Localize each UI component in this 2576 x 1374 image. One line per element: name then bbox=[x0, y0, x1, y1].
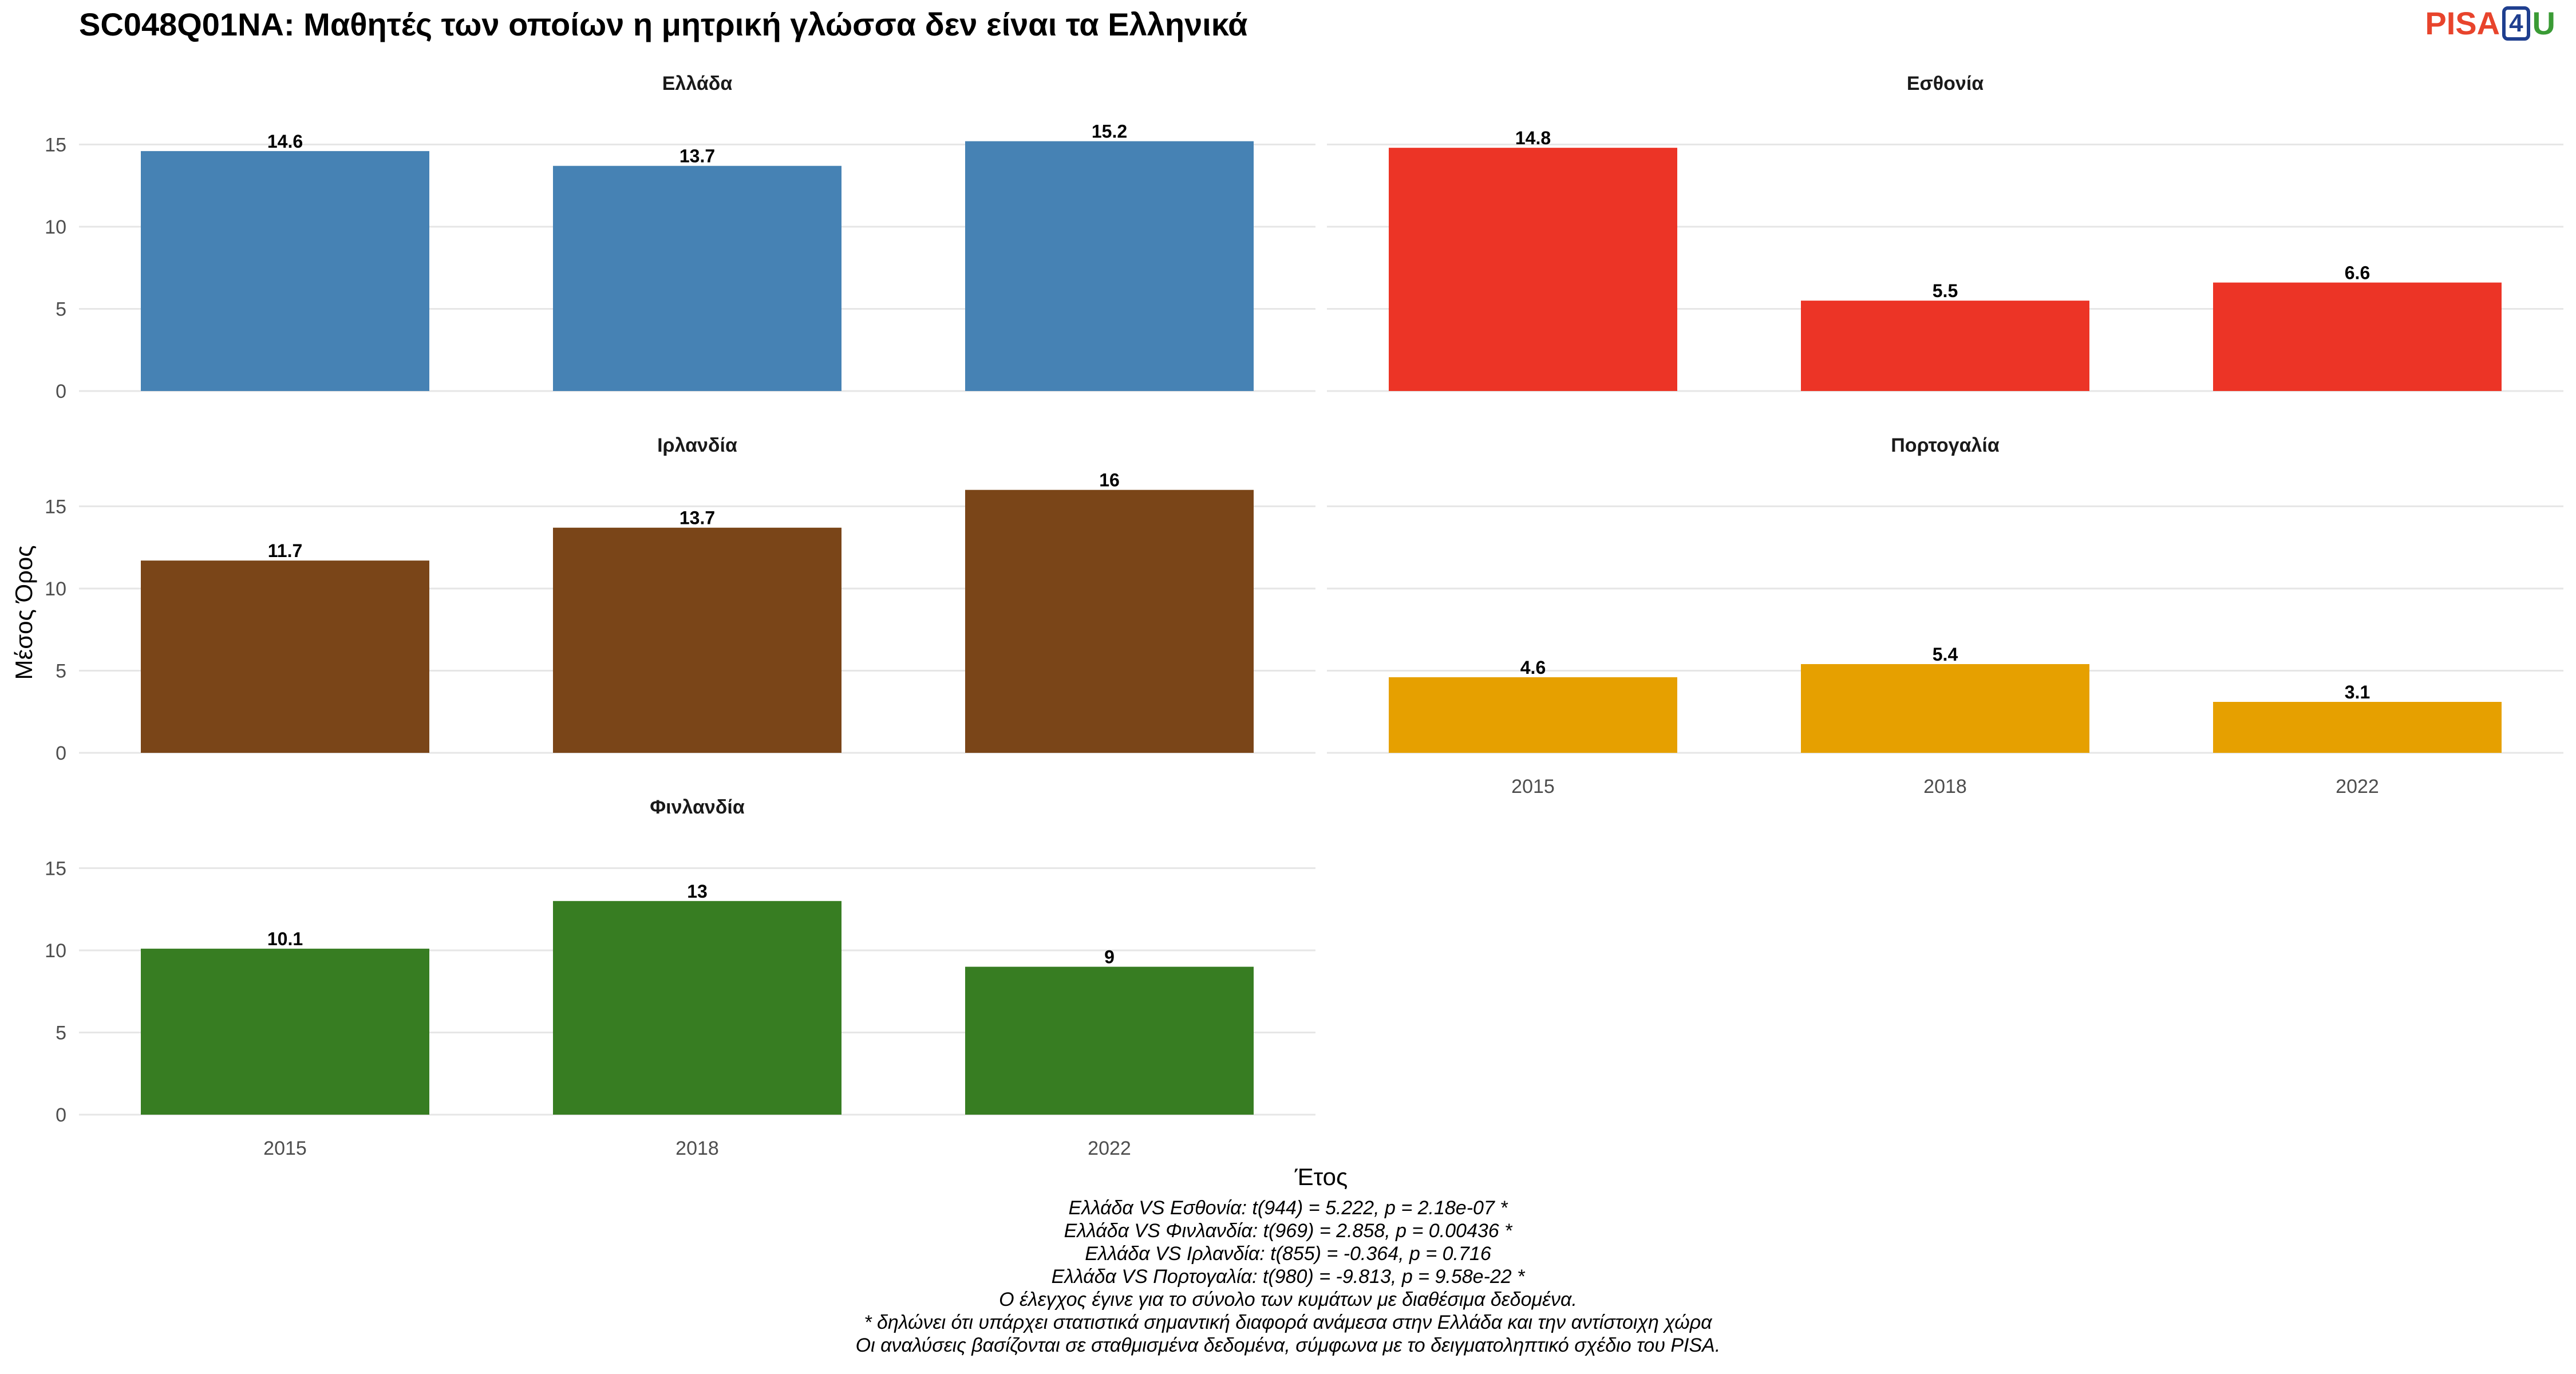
bar-value-label: 13.7 bbox=[679, 508, 715, 528]
facet-title: Εσθονία bbox=[1907, 73, 1984, 94]
x-tick-label: 2018 bbox=[1923, 776, 1967, 797]
pisa4u-logo: PISA 4 U bbox=[2425, 5, 2555, 42]
y-tick-label: 15 bbox=[45, 496, 66, 518]
bar bbox=[1801, 301, 2089, 391]
bar-value-label: 5.5 bbox=[1933, 281, 1958, 301]
x-tick-label: 2022 bbox=[2336, 776, 2379, 797]
bar bbox=[1389, 677, 1677, 753]
footnote-line: Οι αναλύσεις βασίζονται σε σταθμισμένα δ… bbox=[855, 1334, 1721, 1356]
x-tick-label: 2022 bbox=[1088, 1138, 1131, 1159]
bar-value-label: 13 bbox=[687, 881, 708, 902]
bar bbox=[1389, 148, 1677, 391]
x-axis-title: Έτος bbox=[1294, 1163, 1348, 1190]
y-tick-label: 10 bbox=[45, 216, 66, 238]
bar bbox=[553, 901, 841, 1115]
bar bbox=[553, 527, 841, 753]
footnote-line: * δηλώνει ότι υπάρχει στατιστικά σημαντι… bbox=[864, 1312, 1712, 1333]
footnote-line: Ελλάδα VS Πορτογαλία: t(980) = -9.813, p… bbox=[1051, 1266, 1525, 1288]
y-tick-label: 0 bbox=[56, 1104, 66, 1126]
y-tick-label: 5 bbox=[56, 660, 66, 682]
bar-value-label: 16 bbox=[1099, 470, 1120, 491]
y-tick-label: 0 bbox=[56, 381, 66, 402]
bar-value-label: 5.4 bbox=[1933, 644, 1958, 665]
bar-value-label: 9 bbox=[1104, 947, 1115, 968]
bar-value-label: 4.6 bbox=[1520, 657, 1546, 678]
bar bbox=[2213, 702, 2502, 753]
bar bbox=[553, 165, 841, 391]
bar-value-label: 11.7 bbox=[268, 540, 303, 561]
y-tick-label: 0 bbox=[56, 743, 66, 764]
bar bbox=[965, 966, 1254, 1115]
logo-text-u: U bbox=[2532, 5, 2555, 41]
bar bbox=[141, 560, 429, 753]
bar-value-label: 14.6 bbox=[267, 131, 303, 152]
y-tick-label: 15 bbox=[45, 134, 66, 156]
y-tick-label: 5 bbox=[56, 1022, 66, 1044]
y-tick-label: 15 bbox=[45, 858, 66, 879]
bar bbox=[2213, 282, 2502, 391]
logo-text-pisa: PISA bbox=[2425, 5, 2500, 41]
footnotes: Ελλάδα VS Εσθονία: t(944) = 5.222, p = 2… bbox=[0, 1197, 2576, 1357]
facet-title: Πορτογαλία bbox=[1891, 435, 2000, 456]
facet-title: Φινλανδία bbox=[650, 796, 745, 818]
bar bbox=[141, 949, 429, 1115]
x-tick-label: 2018 bbox=[675, 1138, 719, 1159]
x-tick-label: 2015 bbox=[263, 1138, 307, 1159]
y-tick-label: 5 bbox=[56, 298, 66, 320]
y-axis-title: Μέσος Όρος bbox=[10, 546, 37, 680]
bar-value-label: 3.1 bbox=[2345, 682, 2370, 702]
bar bbox=[1801, 664, 2089, 753]
facet-title: Ιρλανδία bbox=[657, 435, 737, 456]
y-tick-label: 10 bbox=[45, 940, 66, 962]
bar-value-label: 15.2 bbox=[1092, 121, 1127, 142]
y-tick-label: 10 bbox=[45, 578, 66, 600]
footnote-line: Ελλάδα VS Φινλανδία: t(969) = 2.858, p =… bbox=[1064, 1220, 1512, 1242]
footnote-line: Ελλάδα VS Ιρλανδία: t(855) = -0.364, p =… bbox=[1085, 1243, 1491, 1265]
bar-value-label: 6.6 bbox=[2345, 263, 2370, 283]
bar-value-label: 13.7 bbox=[679, 146, 715, 167]
bar-value-label: 14.8 bbox=[1515, 128, 1551, 148]
facet-title: Ελλάδα bbox=[662, 73, 733, 94]
bar bbox=[141, 151, 429, 391]
chart-title: SC048Q01NA: Μαθητές των οποίων η μητρική… bbox=[79, 6, 1248, 42]
bar bbox=[965, 489, 1254, 753]
bar bbox=[965, 141, 1254, 391]
footnote-line: Ελλάδα VS Εσθονία: t(944) = 5.222, p = 2… bbox=[1068, 1197, 1508, 1219]
logo-text-4: 4 bbox=[2502, 6, 2530, 41]
x-tick-label: 2015 bbox=[1511, 776, 1555, 797]
bar-value-label: 10.1 bbox=[267, 929, 303, 949]
footnote-line: Ο έλεγχος έγινε για το σύνολο των κυμάτω… bbox=[999, 1289, 1577, 1310]
